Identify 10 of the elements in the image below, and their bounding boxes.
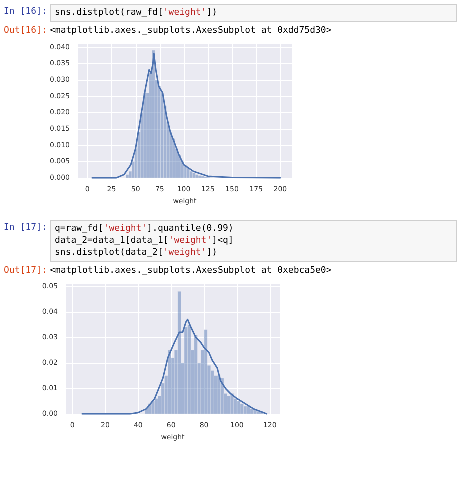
text: <matplotlib.axes._subplots.AxesSubplot at 0xdd75d30>: [50, 26, 332, 36]
text: sns.distplot(raw_fd['weight']): [55, 8, 218, 18]
text: In [17]:: [3, 222, 48, 233]
text: q=raw_fd['weight'].quantile(0.99) data_2=data_1[data_1['weight']<q] sns.distplot(data_2['weight']): [55, 224, 234, 258]
text: In [16]:: [3, 6, 48, 17]
line-series: [92, 53, 282, 179]
text: <matplotlib.axes._subplots.AxesSubplot at 0xebca5e0>: [50, 266, 332, 276]
text: Out[17]:: [3, 266, 48, 276]
line-series: [82, 318, 268, 415]
text: Out[16]:: [3, 26, 48, 36]
